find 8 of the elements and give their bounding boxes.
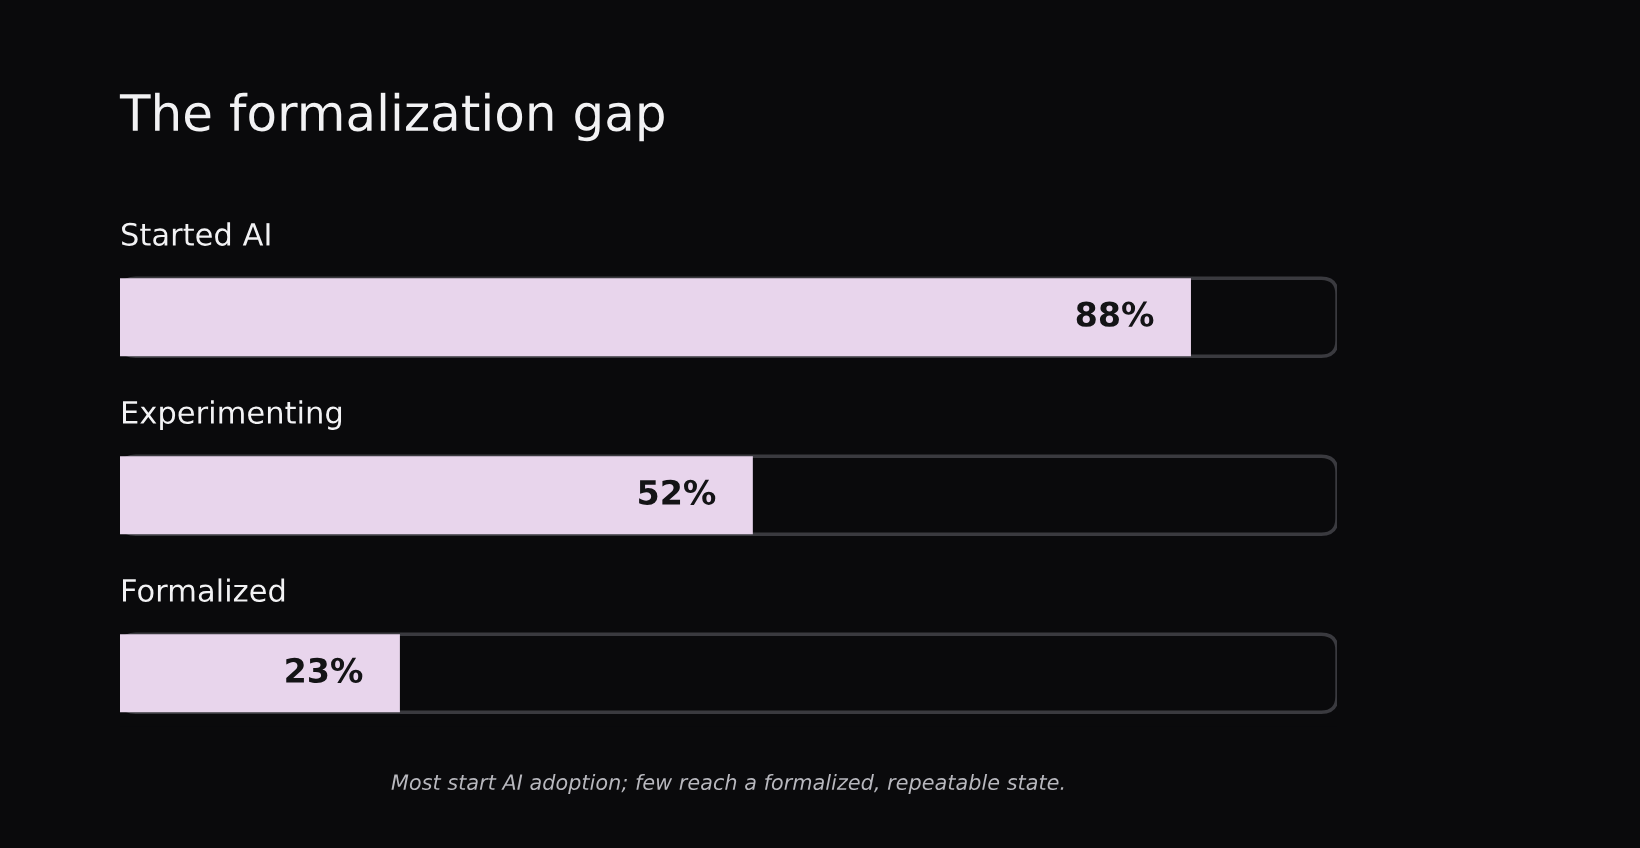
data-label: 23% [286, 657, 363, 683]
y-tick-label: Experimenting [123, 400, 342, 430]
y-tick-label: Started AI [122, 222, 270, 246]
text: Most start AI adoption; few reach a formalized, repeatable state. [391, 773, 1064, 795]
y-tick-label: Formalized [123, 578, 285, 603]
data-label: 88% [1076, 301, 1154, 327]
chart-title: The formalization gap [119, 92, 664, 142]
data-label: 52% [639, 479, 716, 505]
